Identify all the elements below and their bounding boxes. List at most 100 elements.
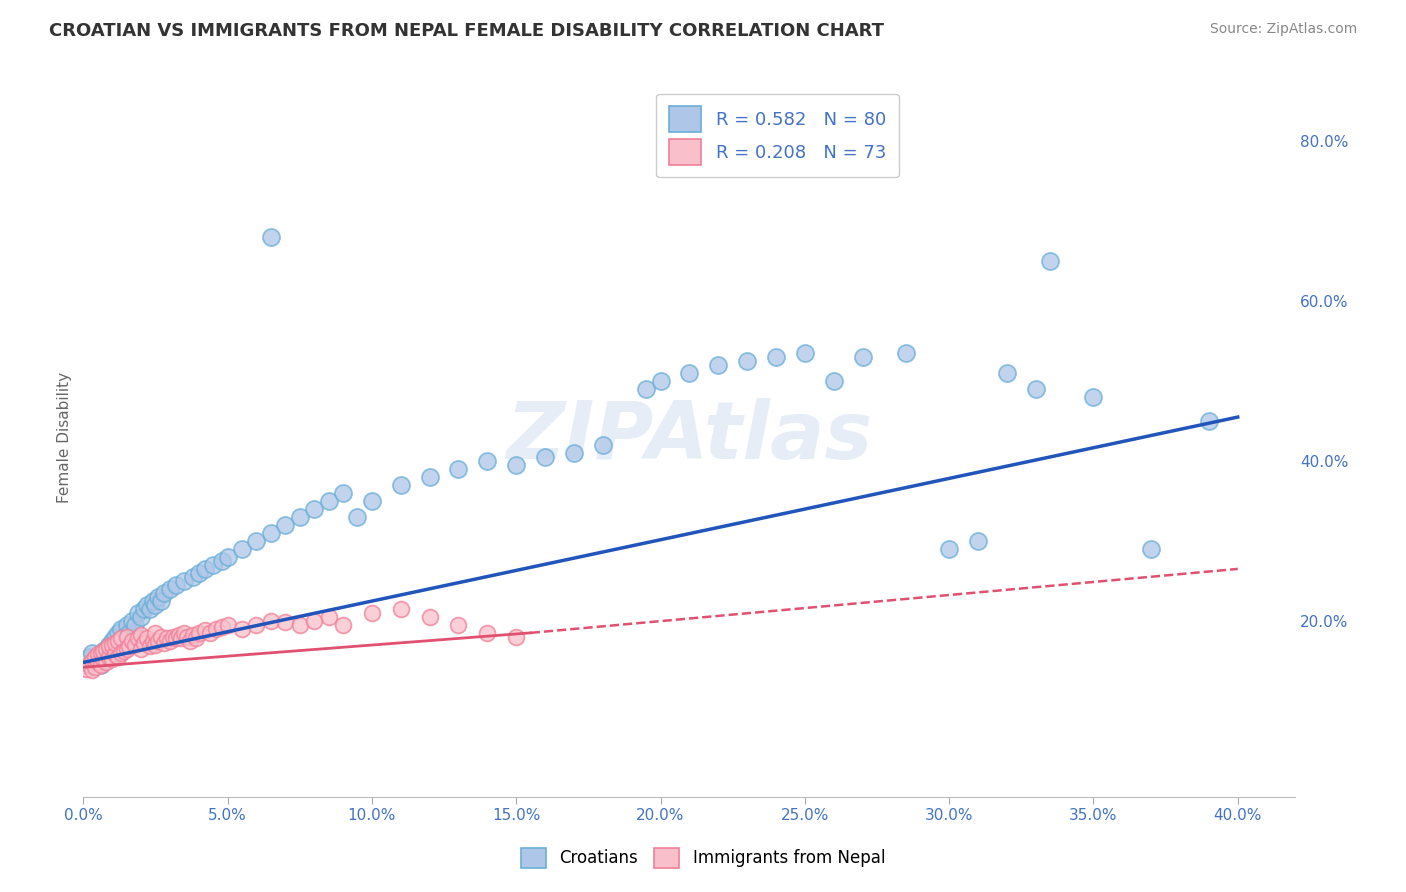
Point	[104, 648, 127, 662]
Point	[165, 632, 187, 646]
Point	[145, 638, 167, 652]
Legend: R = 0.582   N = 80, R = 0.208   N = 73: R = 0.582 N = 80, R = 0.208 N = 73	[657, 94, 898, 178]
Point	[101, 652, 124, 666]
Point	[176, 630, 198, 644]
Point	[115, 618, 138, 632]
Point	[80, 654, 103, 668]
Point	[562, 446, 585, 460]
Point	[80, 664, 103, 678]
Point	[389, 602, 412, 616]
Point	[87, 656, 110, 670]
Point	[150, 594, 173, 608]
Point	[90, 646, 112, 660]
Point	[101, 646, 124, 660]
Point	[162, 630, 184, 644]
Point	[200, 625, 222, 640]
Legend: Croatians, Immigrants from Nepal: Croatians, Immigrants from Nepal	[515, 841, 891, 875]
Point	[112, 630, 135, 644]
Point	[150, 630, 173, 644]
Point	[894, 346, 917, 360]
Point	[90, 657, 112, 672]
Point	[477, 454, 499, 468]
Point	[332, 618, 354, 632]
Point	[121, 633, 143, 648]
Point	[90, 657, 112, 672]
Point	[288, 510, 311, 524]
Point	[127, 632, 149, 646]
Point	[389, 478, 412, 492]
Point	[361, 606, 384, 620]
Point	[90, 648, 112, 662]
Point	[83, 656, 105, 670]
Point	[110, 633, 132, 648]
Point	[318, 494, 340, 508]
Point	[138, 640, 160, 654]
Point	[107, 625, 129, 640]
Point	[231, 541, 253, 556]
Point	[80, 646, 103, 660]
Point	[87, 652, 110, 666]
Point	[107, 638, 129, 652]
Point	[477, 625, 499, 640]
Point	[124, 618, 146, 632]
Y-axis label: Female Disability: Female Disability	[58, 371, 72, 502]
Point	[96, 648, 118, 662]
Point	[101, 638, 124, 652]
Point	[104, 630, 127, 644]
Point	[135, 632, 157, 646]
Point	[110, 632, 132, 646]
Point	[938, 541, 960, 556]
Point	[205, 622, 228, 636]
Point	[173, 574, 195, 588]
Point	[148, 590, 170, 604]
Point	[181, 570, 204, 584]
Point	[129, 628, 152, 642]
Point	[104, 636, 127, 650]
Point	[142, 633, 165, 648]
Point	[77, 657, 100, 672]
Point	[107, 633, 129, 648]
Point	[181, 628, 204, 642]
Point	[115, 633, 138, 648]
Point	[274, 615, 297, 630]
Point	[167, 628, 190, 642]
Point	[96, 656, 118, 670]
Point	[302, 502, 325, 516]
Text: CROATIAN VS IMMIGRANTS FROM NEPAL FEMALE DISABILITY CORRELATION CHART: CROATIAN VS IMMIGRANTS FROM NEPAL FEMALE…	[49, 22, 884, 40]
Point	[129, 610, 152, 624]
Point	[132, 602, 155, 616]
Point	[245, 533, 267, 548]
Point	[93, 644, 115, 658]
Point	[145, 598, 167, 612]
Point	[165, 578, 187, 592]
Point	[83, 649, 105, 664]
Point	[260, 614, 283, 628]
Point	[184, 632, 207, 646]
Point	[592, 438, 614, 452]
Point	[678, 366, 700, 380]
Point	[98, 638, 121, 652]
Point	[98, 649, 121, 664]
Point	[153, 636, 176, 650]
Point	[447, 462, 470, 476]
Point	[132, 636, 155, 650]
Point	[318, 610, 340, 624]
Point	[1039, 254, 1062, 268]
Point	[193, 624, 215, 638]
Point	[274, 518, 297, 533]
Point	[967, 533, 990, 548]
Point	[129, 641, 152, 656]
Point	[217, 549, 239, 564]
Point	[93, 644, 115, 658]
Point	[361, 494, 384, 508]
Point	[138, 602, 160, 616]
Point	[173, 625, 195, 640]
Point	[98, 649, 121, 664]
Point	[288, 618, 311, 632]
Point	[115, 641, 138, 656]
Point	[96, 641, 118, 656]
Point	[447, 618, 470, 632]
Point	[118, 640, 141, 654]
Point	[260, 525, 283, 540]
Point	[83, 660, 105, 674]
